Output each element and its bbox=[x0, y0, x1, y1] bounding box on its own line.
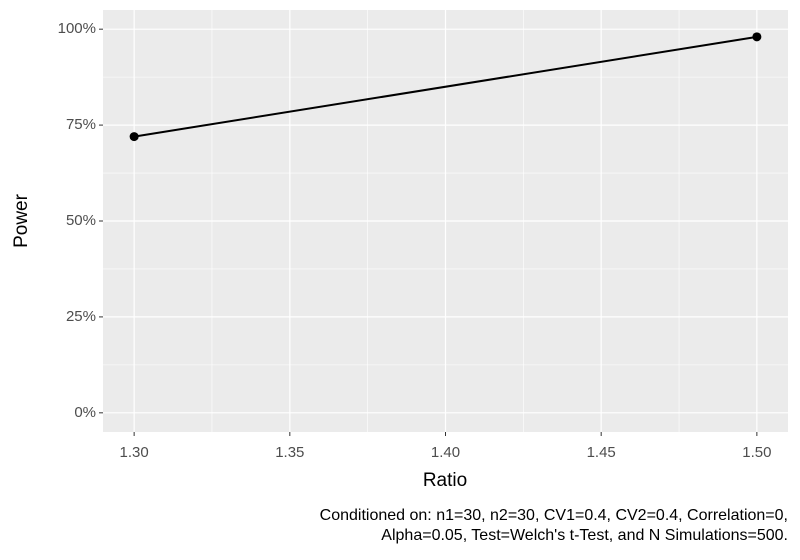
y-tick-label: 25% bbox=[66, 308, 96, 325]
caption-line: Conditioned on: n1=30, n2=30, CV1=0.4, C… bbox=[320, 507, 788, 524]
caption-line: Alpha=0.05, Test=Welch's t-Test, and N S… bbox=[381, 527, 788, 544]
point bbox=[129, 132, 139, 142]
x-axis-title: Ratio bbox=[423, 470, 467, 491]
y-tick-label: 100% bbox=[58, 20, 96, 37]
x-tick-label: 1.40 bbox=[431, 444, 460, 461]
y-tick-label: 0% bbox=[74, 404, 96, 421]
point bbox=[752, 32, 762, 42]
x-tick-label: 1.45 bbox=[587, 444, 616, 461]
x-tick-label: 1.50 bbox=[742, 444, 771, 461]
y-axis-title: Power bbox=[11, 193, 32, 248]
line bbox=[133, 35, 758, 138]
y-tick-label: 50% bbox=[66, 212, 96, 229]
y-tick-label: 75% bbox=[66, 116, 96, 133]
x-tick-label: 1.30 bbox=[120, 444, 149, 461]
x-tick-label: 1.35 bbox=[275, 444, 304, 461]
